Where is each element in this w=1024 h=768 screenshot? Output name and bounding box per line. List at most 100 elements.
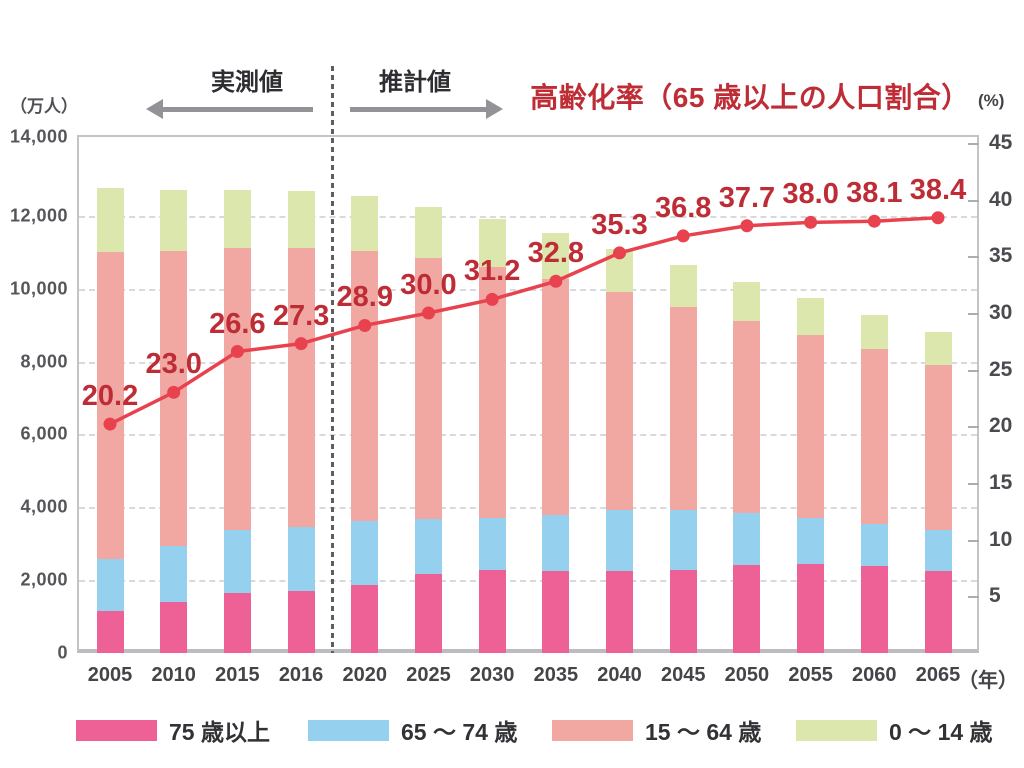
bar-age-65-74-2055 [797,518,825,564]
legend-label-age-0-14: 0 ～ 14 歳 [889,719,993,745]
rate-label-2020: 28.9 [336,281,393,314]
bar-age-65-74-2050 [733,513,761,565]
right-axis-tick-5: 5 [989,584,1001,608]
x-label-2016: 2016 [278,664,324,686]
bar-age-0-14-2016 [287,190,315,249]
left-axis-tick-6000: 6,000 [20,423,68,444]
x-label-2015: 2015 [215,664,260,686]
bar-age-0-14-2045 [669,265,697,307]
aging-rate-line [109,216,939,426]
bar-age-65-74-2025 [414,519,442,574]
bar-age-65-74-2065 [924,529,952,572]
legend-swatch-age-65-74 [308,719,389,741]
right-axis-tickmark-45 [968,143,979,145]
bar-age-15-64-2030 [478,267,506,518]
x-label-2025: 2025 [406,664,451,686]
bar-age-75plus-2030 [478,569,506,653]
x-label-2030: 2030 [469,664,515,686]
rate-point-2065 [931,211,945,225]
bar-age-15-64-2016 [287,248,315,527]
right-axis-tickmark-15 [968,483,979,485]
right-axis-tickmark-10 [968,539,979,542]
projected-values-label: 推計値 [379,69,451,96]
arrow-shaft [160,106,313,112]
left-axis-tick-0: 0 [57,642,68,663]
bar-age-0-14-2020 [351,196,379,252]
arrow-head-right-icon [486,99,503,119]
rate-label-2010: 23.0 [145,348,202,381]
x-label-2005: 2005 [87,664,133,686]
arrow-shaft [350,106,489,112]
bar-age-0-14-2030 [478,219,506,268]
legend-swatch-age-15-64 [552,719,633,741]
bar-age-15-64-2020 [351,251,379,522]
x-label-2050: 2050 [724,664,770,686]
rate-point-2015 [230,345,244,359]
rate-point-2055 [804,215,818,229]
left-axis-tick-14000: 14,000 [9,126,68,147]
rate-point-2050 [740,219,754,233]
bar-age-15-64-2015 [223,248,251,530]
right-axis-tickmark-35 [968,256,979,259]
x-axis-unit-label: （年） [958,670,1018,692]
legend-label-age-65-74: 65 ～ 74 歳 [401,719,518,745]
bar-age-15-64-2040 [606,292,634,511]
bar-age-75plus-2005 [96,610,124,653]
bar-age-65-74-2030 [478,517,506,570]
bar-age-15-64-2055 [797,334,825,519]
right-axis-tick-25: 25 [989,357,1013,381]
rate-point-2045 [676,229,690,243]
right-axis-tick-20: 20 [989,414,1013,438]
rate-point-2035 [549,274,563,288]
bar-age-65-74-2035 [542,515,570,571]
legend-item-age-15-64: 15 ～ 64 歳 [552,713,761,747]
rate-label-2035: 32.8 [527,237,585,270]
legend-item-age-0-14: 0 ～ 14 歳 [796,713,993,747]
bar-age-75plus-2050 [733,564,761,653]
right-axis-tickmark-40 [968,199,979,202]
legend-label-age-15-64: 15 ～ 64 歳 [645,719,762,745]
gridline-2000 [79,580,977,583]
bar-age-75plus-2016 [287,591,315,653]
rate-point-2060 [867,214,881,228]
rate-point-2030 [485,292,499,306]
bar-age-15-64-2060 [860,349,888,524]
aging-rate-line-chart [103,211,945,431]
rate-label-2060: 38.1 [846,177,903,210]
left-axis-tick-8000: 8,000 [20,351,68,372]
bar-age-65-74-2016 [287,526,315,592]
bar-age-65-74-2060 [860,524,888,567]
bar-age-75plus-2015 [223,593,251,653]
x-label-2035: 2035 [533,664,579,686]
bar-age-0-14-2065 [924,332,952,365]
rate-label-2016: 27.3 [272,299,330,332]
bar-age-75plus-2020 [351,584,379,653]
bar-age-75plus-2055 [797,563,825,653]
left-axis-unit-label: （万人） [10,97,78,116]
chart-title: 高齢化率（65 歳以上の人口割合） [530,82,970,113]
rate-label-2005: 20.2 [81,380,139,413]
rate-label-2045: 36.8 [654,191,712,224]
rate-label-2025: 30.0 [400,269,457,301]
left-axis-tick-4000: 4,000 [20,496,68,517]
bar-age-0-14-2010 [160,190,188,252]
right-axis-tickmark-5 [968,596,979,599]
right-axis-tickmark-20 [968,426,979,429]
left-axis-tick-10000: 10,000 [9,278,68,299]
rate-label-2030: 31.2 [463,255,521,288]
bar-age-15-64-2050 [733,320,761,514]
x-label-2060: 2060 [852,664,897,686]
measured-range-arrow-icon [146,99,313,119]
x-label-2045: 2045 [660,664,706,686]
bar-age-75plus-2060 [860,566,888,653]
bar-age-75plus-2035 [542,570,570,653]
right-axis-tick-45: 45 [989,131,1013,154]
bar-age-75plus-2010 [160,601,188,653]
bar-age-65-74-2005 [96,559,124,611]
right-axis-tick-15: 15 [989,471,1013,494]
bar-age-15-64-2005 [96,251,124,560]
rate-point-2025 [421,306,435,320]
projected-range-arrow-icon [350,99,503,119]
bar-age-75plus-2045 [669,570,697,653]
